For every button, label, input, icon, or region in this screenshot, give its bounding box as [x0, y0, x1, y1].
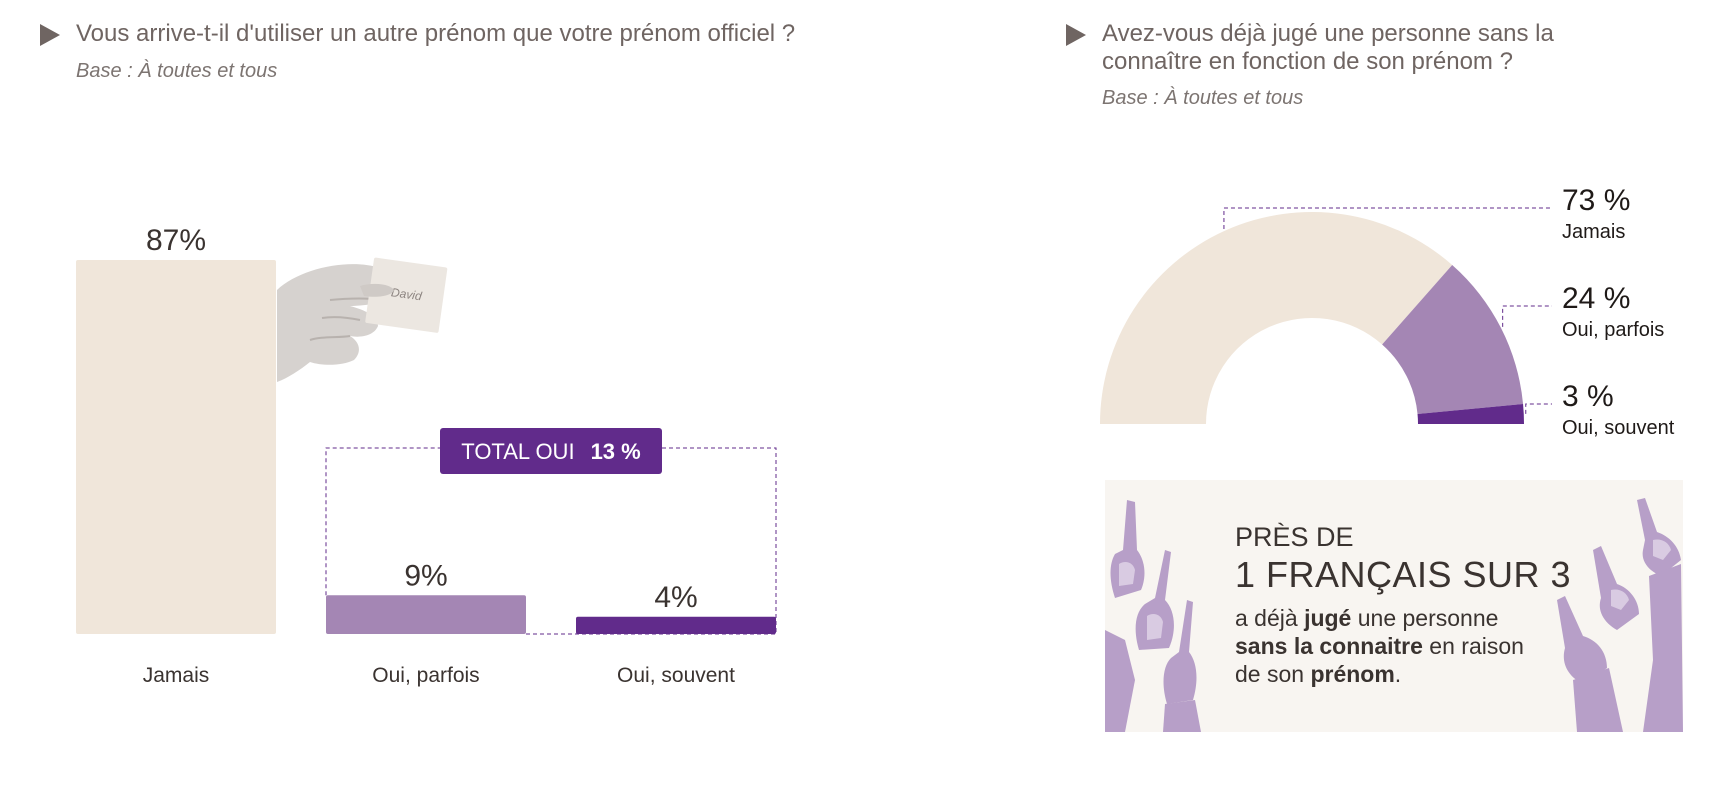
- donut-value-label-oui-parfois: 24 %: [1562, 282, 1630, 315]
- callout-body-4: sans la connaitre: [1235, 633, 1423, 659]
- right-panel-title-line1: Avez-vous déjà jugé une personne sans la: [1102, 20, 1554, 47]
- callout-body-8: .: [1394, 661, 1402, 687]
- hand-with-card-illustration: David: [277, 257, 448, 382]
- bar-oui-parfois: [326, 595, 526, 634]
- donut-category-label-oui-souvent: Oui, souvent: [1562, 417, 1675, 439]
- category-label-oui-parfois: Oui, parfois: [372, 664, 479, 687]
- donut-segment-oui-souvent: [1417, 404, 1524, 424]
- leader-line-oui-parfois: [1502, 305, 1552, 327]
- leader-line-jamais: [1223, 207, 1552, 229]
- callout-body-5: en raison: [1422, 633, 1524, 659]
- right-panel-title-line2: connaître en fonction de son prénom ?: [1102, 48, 1513, 75]
- callout-body-2: jugé: [1304, 605, 1352, 631]
- callout-box: PRÈS DE 1 FRANÇAIS SUR 3 a déjà jugé une…: [1105, 480, 1683, 732]
- donut-layer: [1100, 212, 1524, 424]
- category-label-oui-souvent: Oui, souvent: [617, 664, 735, 687]
- half-donut-chart: 73 % Jamais 24 % Oui, parfois 3 % Oui, souven…: [1100, 184, 1675, 439]
- bars-layer: 87% Jamais 9% Oui, parfois 4% Oui, souvent: [76, 224, 776, 687]
- callout-body-6: de son: [1235, 661, 1311, 687]
- left-title-bullet-icon: [40, 24, 60, 46]
- left-panel-title: Vous arrive-t-il d'utiliser un autre pré…: [76, 20, 796, 47]
- donut-value-label-jamais: 73 %: [1562, 184, 1630, 217]
- leader-line-oui-souvent: [1525, 403, 1552, 414]
- pointing-hands-right-illustration: [1557, 498, 1683, 732]
- callout-body: a déjà jugé une personne sans la connait…: [1235, 604, 1565, 688]
- bar-value-label-oui-parfois: 9%: [404, 559, 447, 592]
- bar-jamais: [76, 260, 276, 634]
- total-oui-label: TOTAL OUI: [461, 439, 574, 464]
- callout-body-1: a déjà: [1235, 605, 1305, 631]
- donut-category-label-jamais: Jamais: [1562, 221, 1625, 243]
- donut-segment-jamais: [1100, 212, 1453, 424]
- category-label-jamais: Jamais: [143, 664, 210, 687]
- right-panel-base: Base : À toutes et tous: [1102, 87, 1304, 109]
- donut-labels: 73 % Jamais 24 % Oui, parfois 3 % Oui, souven…: [1223, 184, 1675, 439]
- bar-value-label-oui-souvent: 4%: [654, 581, 697, 614]
- callout-body-3: une personne: [1351, 605, 1499, 631]
- callout-pre: PRÈS DE: [1235, 522, 1354, 552]
- total-oui-badge: [440, 428, 662, 474]
- donut-value-label-oui-souvent: 3 %: [1562, 380, 1614, 413]
- bar-chart: 87% Jamais 9% Oui, parfois 4% Oui, souvent Da…: [76, 224, 777, 687]
- callout-body-7: prénom: [1310, 661, 1395, 687]
- bar-value-label-jamais: 87%: [146, 224, 206, 257]
- right-panel-title: Avez-vous déjà jugé une personne sans la…: [1102, 20, 1554, 76]
- total-oui-value: 13 %: [591, 439, 641, 464]
- bar-oui-souvent: [576, 616, 776, 634]
- right-title-bullet-icon: [1066, 24, 1086, 46]
- donut-category-label-oui-parfois: Oui, parfois: [1562, 319, 1664, 341]
- donut-segment-oui-parfois: [1382, 264, 1524, 415]
- pointing-hands-left-illustration: [1105, 500, 1201, 732]
- name-card-text: David: [390, 285, 423, 303]
- left-panel-base: Base : À toutes et tous: [76, 60, 278, 82]
- callout-headline: 1 FRANÇAIS SUR 3: [1235, 554, 1572, 595]
- total-oui-annotation: TOTAL OUI 13 %: [325, 428, 777, 635]
